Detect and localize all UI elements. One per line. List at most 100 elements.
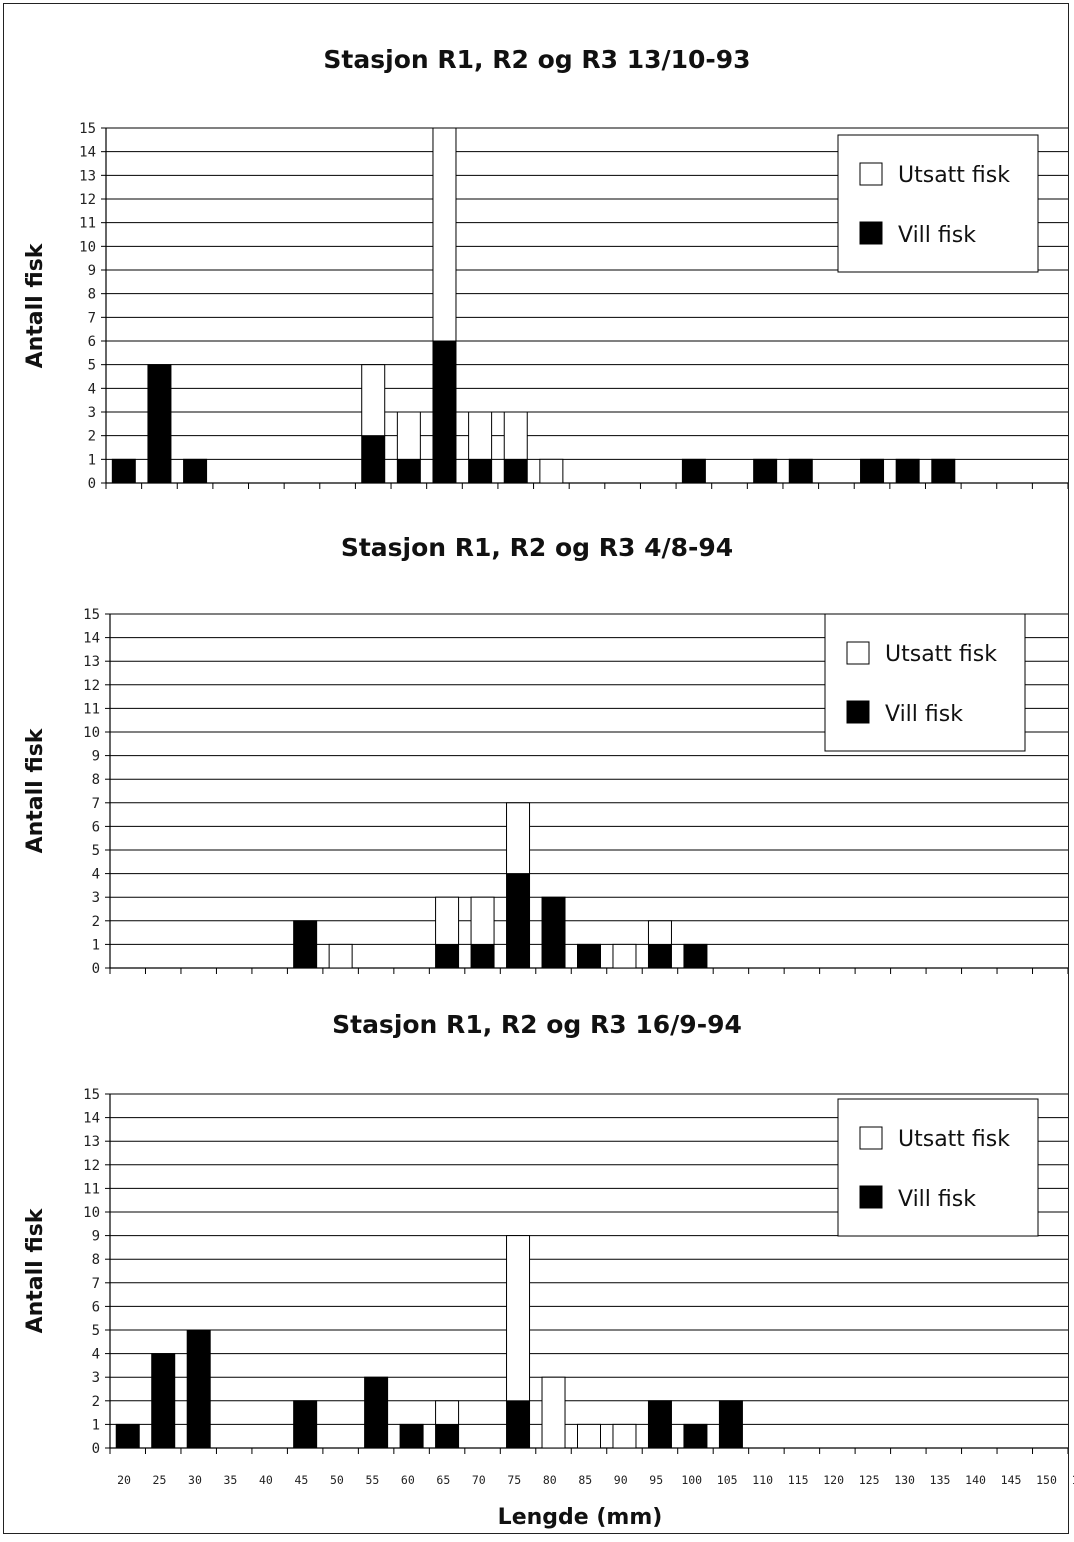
chart-title: Stasjon R1, R2 og R3 4/8-94	[341, 533, 733, 562]
y-axis-label: Antall fisk	[23, 727, 48, 853]
bar-vill-fisk	[115, 1423, 140, 1449]
bar-utsatt-fisk	[539, 458, 564, 484]
x-tick-label: 80	[543, 1473, 557, 1487]
bar-utsatt-fisk	[435, 1400, 460, 1425]
y-tick-label: 14	[83, 631, 100, 647]
x-tick-label: 45	[294, 1473, 308, 1487]
y-tick-label: 2	[92, 1394, 100, 1410]
bar-vill-fisk	[931, 458, 956, 484]
legend-swatch-vill	[859, 1185, 883, 1209]
bar-vill-fisk	[683, 943, 708, 969]
bar-vill-fisk	[788, 458, 813, 484]
bar-vill-fisk	[147, 364, 172, 484]
y-tick-label: 7	[92, 1276, 100, 1292]
bar-vill-fisk	[293, 1400, 318, 1449]
y-tick-label: 12	[83, 1158, 100, 1174]
y-tick-label: 6	[88, 334, 96, 350]
x-tick-label: 35	[224, 1473, 238, 1487]
legend-box	[824, 613, 1026, 752]
y-tick-label: 12	[79, 192, 96, 208]
y-tick-label: 6	[92, 819, 100, 835]
y-tick-label: 4	[88, 381, 96, 397]
bar-utsatt-fisk	[541, 1376, 566, 1449]
x-tick-label: 140	[965, 1473, 986, 1487]
y-tick-label: 5	[92, 843, 100, 859]
y-tick-label: 3	[92, 890, 100, 906]
y-tick-label: 7	[92, 796, 100, 812]
chart-panel: Stasjon R1, R2 og R3 16/9-94 Antall fisk 0…	[23, 1010, 1074, 1530]
bar-utsatt-fisk	[468, 411, 493, 460]
bar-vill-fisk	[647, 1400, 672, 1449]
legend-swatch-utsatt	[859, 1126, 883, 1150]
bar-utsatt-fisk	[503, 411, 528, 460]
x-tick-label: 125	[859, 1473, 880, 1487]
y-tick-label: 2	[88, 429, 96, 445]
y-tick-label: 11	[79, 216, 96, 232]
bar-vill-fisk	[683, 1423, 708, 1449]
y-tick-label: 4	[92, 1347, 100, 1363]
x-tick-label: 40	[259, 1473, 273, 1487]
bar-utsatt-fisk	[577, 1423, 601, 1449]
y-tick-label: 15	[79, 121, 96, 137]
x-tick-label: 155	[1072, 1473, 1074, 1487]
x-tick-label: 145	[1001, 1473, 1022, 1487]
bar-utsatt-fisk	[470, 896, 495, 945]
x-tick-label: 70	[472, 1473, 486, 1487]
bar-vill-fisk	[718, 1400, 743, 1449]
bar-vill-fisk	[151, 1353, 176, 1449]
bar-vill-fisk	[577, 943, 601, 969]
y-tick-label: 15	[83, 1087, 100, 1103]
legend-swatch-vill	[859, 221, 883, 245]
legend-label-utsatt: Utsatt fisk	[885, 642, 997, 667]
x-tick-label: 55	[365, 1473, 379, 1487]
y-tick-label: 0	[92, 961, 100, 977]
y-tick-label: 11	[83, 701, 100, 717]
y-tick-label: 10	[79, 239, 96, 255]
y-tick-label: 1	[88, 452, 96, 468]
bar-vill-fisk	[895, 458, 920, 484]
x-tick-label: 75	[507, 1473, 521, 1487]
x-tick-label: 20	[117, 1473, 131, 1487]
y-tick-label: 14	[79, 145, 96, 161]
y-tick-label: 14	[83, 1111, 100, 1127]
legend-label-utsatt: Utsatt fisk	[898, 163, 1010, 188]
legend-label-vill: Vill fisk	[885, 702, 963, 727]
bar-vill-fisk	[293, 920, 318, 969]
bar-utsatt-fisk	[432, 127, 457, 342]
y-tick-label: 3	[88, 405, 96, 421]
x-tick-label: 110	[752, 1473, 773, 1487]
chart-title: Stasjon R1, R2 og R3 13/10-93	[323, 45, 750, 74]
x-axis-label: Lengde (mm)	[498, 1505, 663, 1530]
bar-utsatt-fisk	[612, 1423, 637, 1449]
y-tick-label: 7	[88, 310, 96, 326]
y-tick-label: 8	[92, 1252, 100, 1268]
x-tick-label: 130	[894, 1473, 915, 1487]
y-tick-label: 12	[83, 678, 100, 694]
bar-utsatt-fisk	[506, 1235, 531, 1402]
bar-vill-fisk	[183, 458, 208, 484]
y-tick-label: 6	[92, 1299, 100, 1315]
figure-frame	[3, 3, 1069, 1534]
legend: Utsatt fisk Vill fisk	[837, 1098, 1039, 1237]
y-tick-label: 0	[92, 1441, 100, 1457]
y-tick-label: 1	[92, 1417, 100, 1433]
y-tick-label: 8	[88, 287, 96, 303]
y-tick-label: 9	[92, 749, 100, 765]
y-tick-label: 15	[83, 607, 100, 623]
legend-swatch-utsatt	[859, 162, 883, 186]
y-tick-label: 13	[83, 654, 100, 670]
bar-vill-fisk	[111, 458, 136, 484]
y-tick-label: 5	[88, 358, 96, 374]
legend-swatch-utsatt	[846, 641, 870, 665]
x-tick-label: 90	[614, 1473, 628, 1487]
bar-vill-fisk	[399, 1423, 424, 1449]
y-tick-label: 13	[83, 1134, 100, 1150]
x-tick-label: 115	[788, 1473, 809, 1487]
x-tick-label: 50	[330, 1473, 344, 1487]
y-tick-label: 9	[88, 263, 96, 279]
bar-vill-fisk	[681, 458, 706, 484]
x-tick-label: 135	[930, 1473, 951, 1487]
y-tick-label: 2	[92, 914, 100, 930]
legend-label-vill: Vill fisk	[898, 1187, 976, 1212]
